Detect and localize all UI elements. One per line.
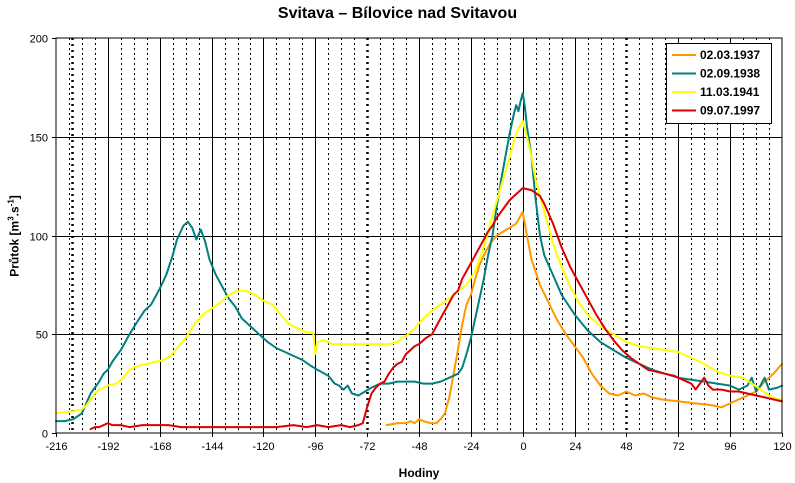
x-tick-label: 120 xyxy=(773,441,791,453)
x-tick-label: -168 xyxy=(149,441,171,453)
y-tick-label: 50 xyxy=(36,330,48,342)
axis-ticks: -216 -192 -168 -144 -120 -96 -72 -48 -24 0 24 48 72 9… xyxy=(30,34,792,454)
chart-title: Svitava – Bílovice nad Svitavou xyxy=(277,5,518,22)
grid xyxy=(56,38,782,433)
series-line-1 xyxy=(385,210,783,427)
x-tick-label: -24 xyxy=(464,441,480,453)
x-tick-label: -72 xyxy=(360,441,376,453)
y-tick-label: 100 xyxy=(30,232,48,244)
series-line-4 xyxy=(89,187,783,431)
series-line-3 xyxy=(55,119,783,415)
x-tick-label: 72 xyxy=(672,441,684,453)
legend-entry-label: 09.07.1997 xyxy=(700,104,760,118)
x-tick-label: 0 xyxy=(520,441,526,453)
x-tick-label: -96 xyxy=(308,441,324,453)
series-lines xyxy=(55,92,783,431)
y-tick-label: 0 xyxy=(42,429,48,441)
legend-entry-label: 11.03.1941 xyxy=(700,85,760,99)
x-tick-label: 48 xyxy=(620,441,632,453)
x-tick-label: -216 xyxy=(45,441,67,453)
x-tick-label: -120 xyxy=(252,441,274,453)
x-tick-label: -48 xyxy=(412,441,428,453)
y-tick-label: 150 xyxy=(30,133,48,145)
legend: 02.03.1937 02.09.1938 11.03.1941 09.07.1997 xyxy=(666,43,772,124)
x-axis-label: Hodiny xyxy=(398,466,440,480)
legend-entry-label: 02.09.1938 xyxy=(700,67,760,81)
legend-entry-label: 02.03.1937 xyxy=(700,48,760,62)
x-tick-label: -144 xyxy=(201,441,223,453)
x-tick-label: 96 xyxy=(724,441,736,453)
series-line-2 xyxy=(55,92,783,423)
x-tick-label: 24 xyxy=(569,441,581,453)
y-tick-label: 200 xyxy=(30,34,48,46)
x-tick-label: -192 xyxy=(97,441,119,453)
